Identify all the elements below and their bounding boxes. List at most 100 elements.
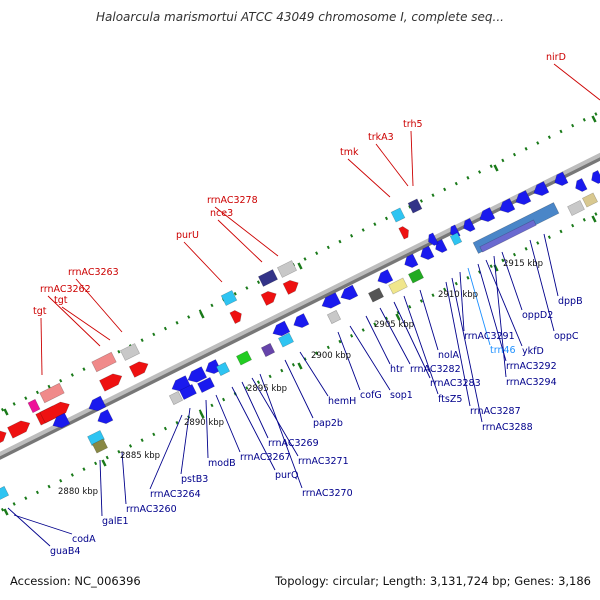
reverse-cds — [377, 269, 394, 285]
leader-line — [241, 381, 269, 439]
reverse-gene-label: rrnAC3287 — [470, 406, 521, 417]
leader-line — [349, 325, 391, 391]
reverse-cds — [554, 171, 569, 186]
reverse-feature — [0, 485, 10, 501]
reverse-cds — [171, 375, 192, 392]
reverse-gene-label: pap2b — [313, 418, 343, 429]
topology-summary: Topology: circular; Length: 3,131,724 bp… — [275, 574, 591, 588]
reverse-gene-label: nolA — [438, 350, 459, 361]
major-tick — [493, 164, 499, 172]
leader-line — [214, 206, 279, 257]
leader-line — [215, 394, 241, 453]
leader-line — [477, 263, 507, 362]
major-tick — [395, 313, 401, 321]
leader-line — [149, 414, 183, 490]
kbp-tick-label: 2900 kbp — [311, 351, 351, 361]
kbp-tick-label: 2895 kbp — [247, 384, 287, 394]
reverse-cds — [479, 207, 496, 223]
major-tick — [3, 408, 9, 416]
kbp-tick-label: 2910 kbp — [438, 290, 478, 300]
reverse-cds — [428, 232, 439, 246]
major-tick — [3, 508, 9, 516]
leader-line — [543, 233, 559, 297]
forward-gene-label: rrnAC3278 — [207, 195, 258, 206]
leader-line — [410, 130, 414, 187]
reverse-cds — [515, 190, 532, 206]
major-tick — [101, 459, 107, 467]
reverse-gene-label: guaB4 — [50, 546, 80, 557]
major-tick — [199, 311, 205, 319]
leader-line — [259, 373, 303, 489]
reverse-gene-label: rrnAC3270 — [302, 488, 353, 499]
leader-line — [347, 158, 391, 198]
forward-gene-label: trkA3 — [368, 132, 394, 143]
reverse-feature — [260, 342, 276, 358]
reverse-cds — [187, 366, 208, 383]
major-tick — [591, 115, 597, 123]
reverse-feature — [388, 277, 408, 295]
reverse-feature — [581, 192, 599, 208]
forward-feature — [91, 351, 117, 373]
reverse-gene-label: rrnAC3282 — [410, 364, 461, 375]
reverse-cds — [591, 169, 600, 184]
forward-gene-label: rrnAC3263 — [68, 267, 119, 278]
leader-line — [379, 307, 411, 365]
leader-line — [553, 63, 600, 101]
forward-cds — [229, 310, 242, 325]
reverse-gene-label: rrnAC3294 — [506, 377, 557, 388]
leader-line — [459, 271, 465, 332]
reverse-gene-label: cofG — [360, 390, 382, 401]
leader-line — [180, 407, 191, 475]
kbp-tick-label: 2905 kbp — [374, 320, 414, 330]
reverse-feature — [367, 287, 385, 303]
reverse-gene-label: rrnAC3267 — [240, 452, 291, 463]
reverse-feature — [326, 309, 342, 325]
forward-gene-label: tgt — [54, 295, 68, 306]
forward-feature — [220, 289, 238, 307]
forward-cds — [99, 373, 123, 392]
leader-line — [403, 295, 439, 395]
reverse-gene-label: rrnAC3292 — [506, 361, 557, 372]
forward-gene-label: nirD — [546, 52, 566, 63]
feature-glyphs — [0, 169, 600, 501]
reverse-feature — [449, 232, 463, 246]
reverse-gene-label: rrnAC3271 — [298, 456, 349, 467]
leader-line — [284, 359, 314, 419]
reverse-feature — [235, 350, 253, 366]
reverse-gene-label: sop1 — [390, 390, 413, 401]
reverse-gene-label: rrnAC3291 — [464, 331, 515, 342]
reverse-gene-label: rrnAC3264 — [150, 489, 201, 500]
forward-gene-label: tgt — [33, 306, 47, 317]
reverse-cds — [575, 177, 588, 192]
leader-line — [529, 239, 555, 332]
leader-line — [393, 301, 431, 379]
reverse-feature — [168, 390, 184, 406]
leader-line — [375, 143, 409, 187]
kbp-tick-label: 2885 kbp — [120, 451, 160, 461]
reverse-gene-label: ykfD — [522, 346, 544, 357]
leader-line — [451, 277, 483, 423]
leader-line — [467, 267, 491, 346]
reverse-cds — [97, 409, 114, 425]
leader-line — [419, 289, 439, 351]
leader-line — [217, 219, 263, 263]
leader-line — [61, 306, 111, 341]
reverse-cds — [293, 313, 310, 329]
reverse-gene-label: purQ — [275, 470, 298, 481]
leader-line — [493, 255, 507, 378]
forward-cds — [39, 401, 70, 424]
forward-cds — [282, 279, 299, 295]
reverse-cds — [52, 412, 71, 429]
kbp-tick-label: 2915 kbp — [503, 259, 543, 269]
reverse-cds — [272, 320, 291, 337]
reverse-gene-label: rrnAC3269 — [268, 438, 319, 449]
kbp-tick-labels: 2880 kbp 2885 kbp 2890 kbp 2895 kbp 2900 kbp… — [58, 259, 543, 497]
reverse-cds — [420, 245, 435, 260]
reverse-cds — [463, 217, 476, 232]
reverse-feature — [567, 199, 585, 217]
reverse-feature — [407, 268, 425, 284]
reverse-feature — [277, 332, 295, 348]
reverse-cds — [435, 238, 448, 253]
